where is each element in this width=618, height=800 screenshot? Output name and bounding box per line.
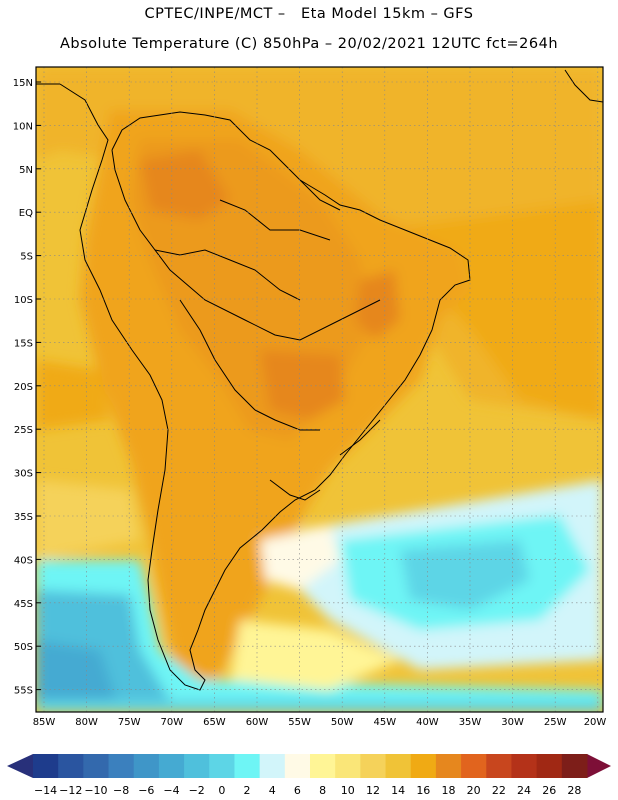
lat-label: 55S [14, 686, 33, 697]
map-title-field: Absolute Temperature (C) 850hPa – 20/02/… [59, 36, 559, 52]
lon-label: 20W [584, 717, 607, 728]
colorbar-tick-label: 0 [218, 784, 225, 797]
lat-label: 5S [20, 252, 33, 263]
colorbar-tick-label: 2 [244, 784, 251, 797]
colorbar-swatch [536, 754, 563, 778]
colorbar-under-arrow [7, 754, 33, 778]
map-title-source: CPTEC/INPE/MCT – Eta Model 15km – GFS [144, 6, 474, 22]
lon-label: 75W [118, 717, 141, 728]
colorbar-tick-label: −2 [189, 784, 205, 797]
lat-label: 15S [14, 338, 33, 349]
colorbar-swatch [410, 754, 437, 778]
colorbar-swatch [234, 754, 261, 778]
lon-label: 85W [33, 717, 56, 728]
colorbar-swatch [209, 754, 235, 778]
colorbar-tick-label: −14 [34, 784, 57, 797]
colorbar-swatch [58, 754, 84, 778]
latitude-axis: 15N 10N 5N EQ 5S 10S 15S 20S 25S 30S 35S… [13, 78, 41, 697]
lat-label: 10N [13, 121, 33, 132]
colorbar-swatch [284, 754, 311, 778]
colorbar-tick-label: 14 [391, 784, 405, 797]
colorbar-swatch [133, 754, 160, 778]
gridlines [36, 67, 603, 712]
colorbar-tick-label: 28 [567, 784, 581, 797]
colorbar-swatch [561, 754, 588, 778]
colorbar-swatch [83, 754, 110, 778]
colorbar-swatch [435, 754, 462, 778]
lat-label: 20S [14, 382, 33, 393]
lat-label: EQ [19, 208, 33, 219]
colorbar: −14 −12 −10 −8 −6 −4 −2 0 2 4 6 8 10 12 14 16 18 20 22 24 26… [7, 754, 611, 797]
colorbar-tick-label: 8 [319, 784, 326, 797]
lat-label: 15N [13, 78, 33, 89]
colorbar-swatch [33, 754, 59, 778]
lon-label: 60W [246, 717, 269, 728]
lon-label: 45W [373, 717, 396, 728]
colorbar-over-arrow [587, 754, 611, 778]
lat-label: 30S [14, 469, 33, 480]
colorbar-tick-label: −4 [163, 784, 179, 797]
colorbar-tick-label: −12 [59, 784, 82, 797]
lat-label: 10S [14, 295, 33, 306]
colorbar-swatch [108, 754, 135, 778]
lon-label: 40W [416, 717, 439, 728]
lat-label: 35S [14, 512, 33, 523]
lon-label: 30W [501, 717, 524, 728]
colorbar-tick-label: 4 [269, 784, 276, 797]
colorbar-swatch [461, 754, 487, 778]
temperature-field [36, 67, 603, 712]
colorbar-tick-label: −8 [113, 784, 129, 797]
colorbar-swatch [259, 754, 286, 778]
lon-label: 70W [160, 717, 183, 728]
lon-label: 50W [331, 717, 354, 728]
colorbar-swatch [511, 754, 538, 778]
longitude-axis: 85W 80W 75W 70W 65W 60W 55W 50W 45W 40W … [33, 717, 607, 728]
colorbar-tick-label: 18 [442, 784, 456, 797]
colorbar-swatch [184, 754, 210, 778]
colorbar-tick-label: 24 [517, 784, 531, 797]
lat-label: 25S [14, 425, 33, 436]
colorbar-tick-label: −6 [138, 784, 154, 797]
lon-label: 35W [459, 717, 482, 728]
colorbar-swatch [360, 754, 387, 778]
lat-label: 5N [19, 165, 33, 176]
lon-label: 55W [288, 717, 311, 728]
lon-label: 65W [203, 717, 226, 728]
lat-label: 45S [14, 599, 33, 610]
colorbar-swatch [335, 754, 361, 778]
colorbar-tick-label: 6 [294, 784, 301, 797]
colorbar-tick-label: 22 [492, 784, 506, 797]
colorbar-tick-label: 16 [416, 784, 430, 797]
map-frame [35, 66, 604, 713]
colorbar-swatch [486, 754, 512, 778]
colorbar-tick-label: 20 [467, 784, 481, 797]
colorbar-tick-label: 12 [366, 784, 380, 797]
lon-label: 25W [544, 717, 567, 728]
colorbar-tick-label: 10 [341, 784, 355, 797]
colorbar-swatch [310, 754, 336, 778]
lon-label: 80W [75, 717, 98, 728]
lat-label: 40S [14, 555, 33, 566]
colorbar-tick-label: −10 [84, 784, 107, 797]
colorbar-tick-label: 26 [542, 784, 556, 797]
colorbar-swatch [158, 754, 185, 778]
coastlines [36, 69, 603, 691]
lat-label: 50S [14, 642, 33, 653]
colorbar-swatch [385, 754, 412, 778]
